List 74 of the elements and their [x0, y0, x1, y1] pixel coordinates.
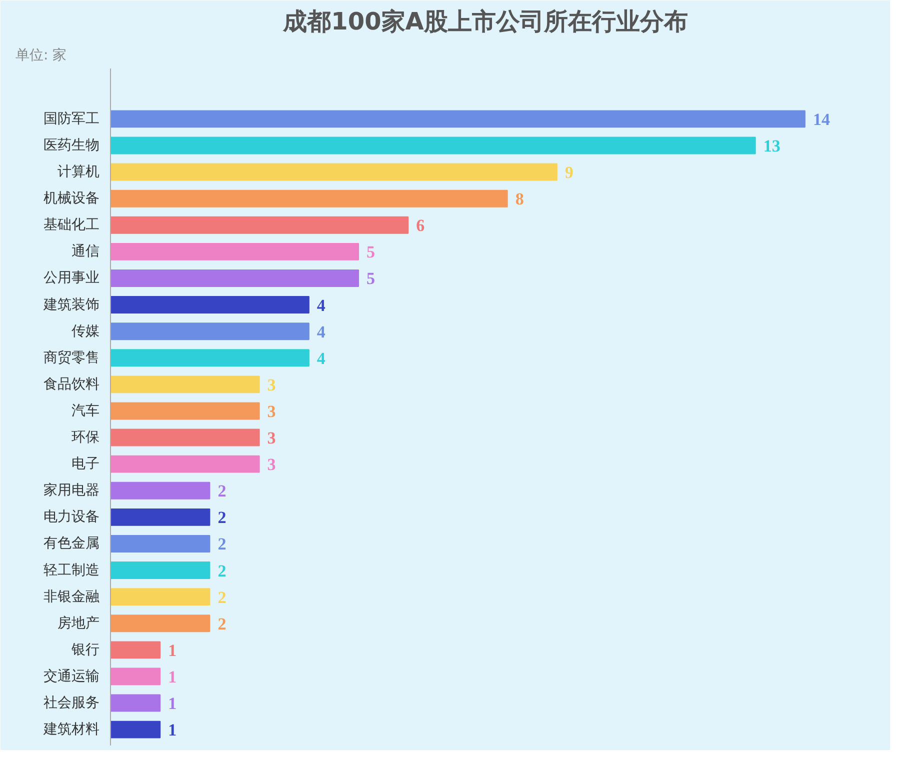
bar [110, 534, 210, 552]
bar [110, 614, 210, 632]
bar [110, 455, 260, 473]
bar [110, 402, 260, 420]
data-label: 1 [168, 667, 177, 686]
bar [110, 668, 161, 686]
y-tick-label: 电子 [72, 456, 100, 472]
bar [110, 270, 360, 287]
bar [110, 562, 210, 580]
bar [110, 136, 756, 154]
y-tick-label: 公用事业 [44, 270, 100, 286]
y-tick-label: 通信 [72, 244, 100, 260]
bar [110, 242, 360, 260]
bar [110, 322, 310, 340]
y-tick-label: 基础化工 [44, 217, 100, 234]
y-tick-label: 商贸零售 [44, 350, 100, 366]
chart-title: 成都100家A股上市公司所在行业分布 [282, 8, 688, 36]
y-tick-label: 家用电器 [44, 482, 100, 499]
y-tick-label: 有色金属 [44, 536, 100, 552]
data-label: 4 [316, 296, 326, 315]
y-tick-label: 环保 [72, 430, 100, 446]
bar [110, 349, 310, 367]
data-label: 1 [168, 640, 177, 660]
bar [110, 163, 558, 181]
data-label: 4 [316, 322, 326, 342]
y-tick-label: 建筑材料 [42, 722, 100, 738]
data-label: 14 [812, 110, 830, 129]
bar [110, 694, 161, 712]
data-label: 5 [366, 242, 376, 262]
bar [110, 641, 161, 659]
data-label: 4 [316, 348, 326, 368]
data-label: 2 [218, 508, 226, 528]
bar [110, 720, 161, 738]
data-label: 1 [168, 720, 177, 740]
y-tick-label: 国防军工 [44, 110, 100, 127]
y-tick-label: 非银金融 [44, 588, 100, 605]
y-tick-label: 轻工制造 [44, 562, 100, 578]
data-label: 3 [267, 428, 276, 448]
y-tick-label: 传媒 [72, 323, 100, 340]
y-tick-label: 汽车 [72, 402, 100, 419]
bar [110, 110, 806, 128]
data-label: 3 [267, 455, 276, 474]
y-tick-label: 机械设备 [44, 190, 100, 207]
bar [110, 190, 508, 208]
data-label: 2 [218, 614, 226, 634]
bar [110, 482, 210, 500]
bar [110, 376, 260, 394]
bar [110, 508, 210, 526]
y-tick-label: 计算机 [58, 164, 100, 180]
bar [110, 296, 310, 314]
y-tick-label: 医药生物 [44, 137, 100, 154]
data-label: 1 [168, 694, 177, 714]
data-label: 2 [218, 561, 226, 580]
data-label: 2 [218, 534, 226, 554]
data-label: 3 [267, 375, 276, 394]
y-tick-label: 银行 [70, 642, 100, 658]
y-tick-label: 食品饮料 [44, 376, 100, 392]
data-label: 13 [763, 136, 780, 156]
y-tick-label: 建筑装饰 [42, 296, 100, 313]
data-label: 6 [416, 216, 425, 236]
data-label: 2 [218, 588, 226, 607]
bar [110, 216, 409, 234]
y-tick-label: 交通运输 [44, 668, 100, 684]
y-tick-label: 房地产 [58, 615, 100, 632]
bar [110, 588, 210, 606]
y-tick-label: 社会服务 [44, 695, 100, 712]
data-label: 5 [366, 269, 376, 288]
text: 单位: 家 [16, 48, 67, 64]
data-label: 2 [218, 482, 226, 501]
data-label: 3 [267, 402, 276, 421]
y-tick-label: 电力设备 [44, 509, 100, 526]
data-label: 9 [564, 163, 574, 182]
data-label: 8 [515, 190, 524, 209]
bar [110, 428, 260, 446]
